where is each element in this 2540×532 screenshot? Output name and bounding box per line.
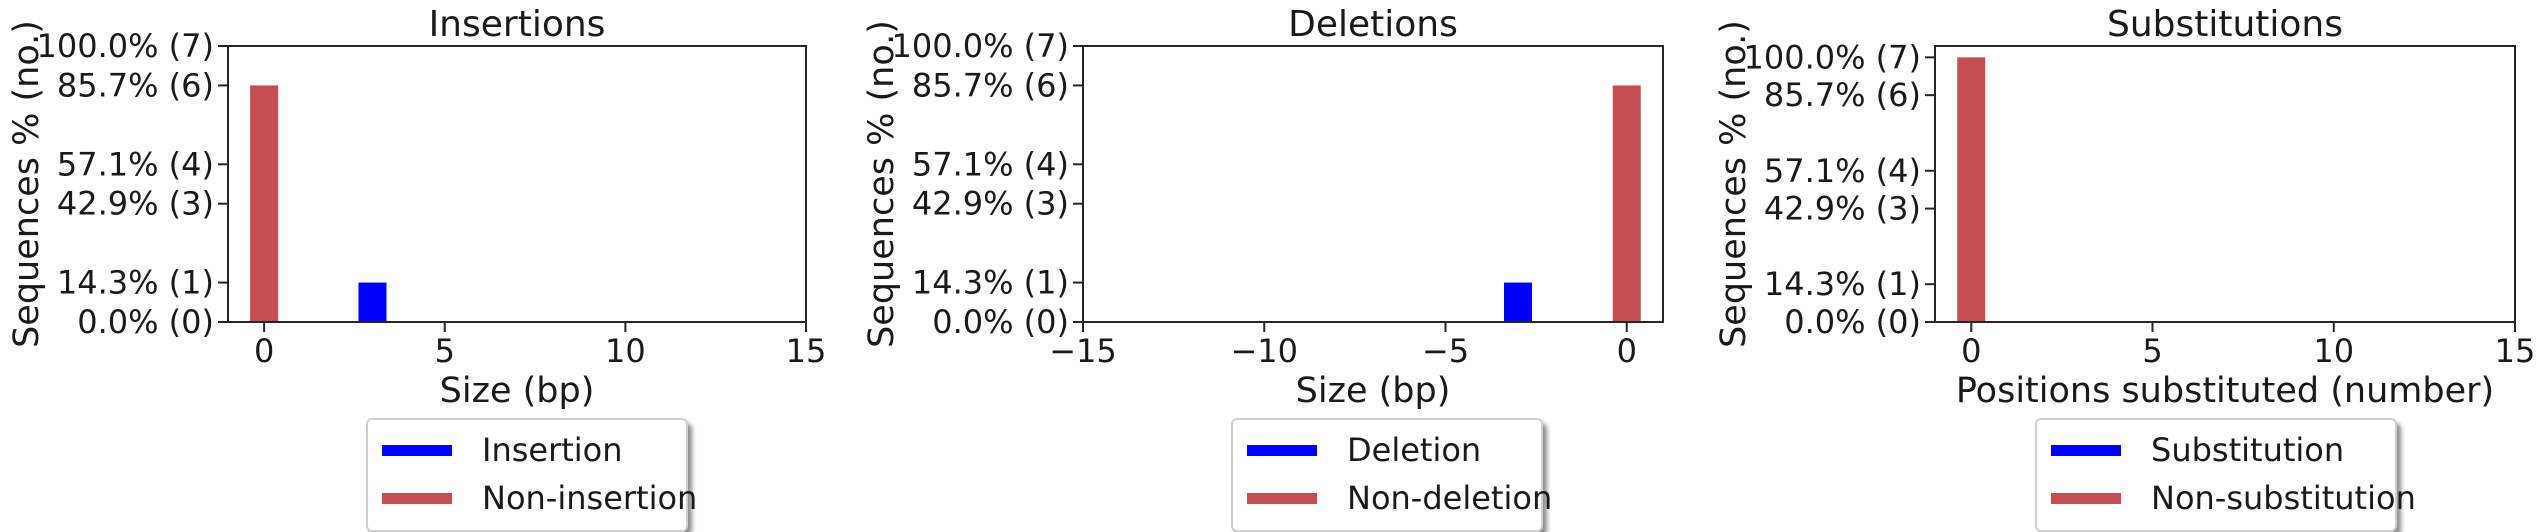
x-axis-label: Size (bp)	[1296, 371, 1451, 411]
legend-item: Non-insertion	[382, 474, 697, 522]
x-axis-label: Positions substituted (number)	[1956, 371, 2494, 411]
legend-label: Non-deletion	[1347, 479, 1553, 517]
plot-frame-deletions	[1082, 45, 1664, 323]
y-axis-label: Sequences % (no.)	[7, 20, 47, 348]
legend-swatch-other	[382, 492, 452, 504]
x-tick-label: 0	[254, 332, 274, 370]
legend-label: Insertion	[482, 431, 623, 469]
legend-label: Non-substitution	[2151, 479, 2416, 517]
y-tick-label: 42.9% (3)	[57, 185, 214, 223]
x-tick-label: −10	[1230, 332, 1298, 370]
y-tick-label: 100.0% (7)	[1743, 38, 1921, 76]
legend-label: Deletion	[1347, 431, 1482, 469]
y-axis-label: Sequences % (no.)	[862, 20, 902, 348]
legend-item: Deletion	[1247, 426, 1527, 474]
legend-swatch-highlight	[2051, 444, 2121, 456]
chart-title: Insertions	[429, 4, 606, 45]
x-tick-label: 10	[2313, 332, 2354, 370]
x-tick-label: −15	[1049, 332, 1117, 370]
legend-swatch-highlight	[1247, 444, 1317, 456]
legend-swatch-highlight	[382, 444, 452, 456]
x-tick-label: 5	[2142, 332, 2162, 370]
y-tick-label: 85.7% (6)	[1764, 76, 1921, 114]
y-tick-label: 57.1% (4)	[57, 145, 214, 183]
chart-title: Substitutions	[2107, 4, 2343, 45]
x-tick-label: 0	[1961, 332, 1981, 370]
y-axis-label: Sequences % (no.)	[1714, 20, 1754, 348]
x-tick-label: 10	[605, 332, 646, 370]
y-tick-label: 100.0% (7)	[891, 27, 1069, 65]
y-tick-label: 14.3% (1)	[912, 264, 1069, 302]
y-tick-label: 0.0% (0)	[1784, 303, 1921, 341]
legend-item: Non-substitution	[2051, 474, 2416, 522]
y-tick-label: 0.0% (0)	[932, 303, 1069, 341]
x-tick-label: 15	[786, 332, 827, 370]
x-tick-label: 5	[435, 332, 455, 370]
y-tick-label: 42.9% (3)	[912, 185, 1069, 223]
plot-frame-substitutions	[1934, 45, 2516, 323]
y-tick-label: 85.7% (6)	[912, 66, 1069, 104]
bar-non-substitution	[1957, 57, 1986, 322]
x-tick-label: 15	[2495, 332, 2536, 370]
legend-label: Non-insertion	[482, 479, 698, 517]
chart-title: Deletions	[1288, 4, 1458, 45]
y-tick-label: 85.7% (6)	[57, 66, 214, 104]
x-tick-label: 0	[1617, 332, 1637, 370]
y-tick-label: 57.1% (4)	[1764, 152, 1921, 190]
plot-frame-insertions	[227, 45, 807, 323]
legend-item: Non-deletion	[1247, 474, 1552, 522]
legend-insertions: Insertion Non-insertion	[366, 418, 697, 532]
y-tick-label: 100.0% (7)	[36, 27, 214, 65]
legend-swatch-other	[1247, 492, 1317, 504]
legend-label: Substitution	[2151, 431, 2345, 469]
legend-deletions: Deletion Non-deletion	[1231, 418, 1552, 532]
legend-item: Insertion	[382, 426, 672, 474]
bar-deletion	[1504, 282, 1532, 322]
legend-swatch-other	[2051, 492, 2121, 504]
y-tick-label: 14.3% (1)	[57, 264, 214, 302]
bar-insertion	[358, 282, 387, 322]
bar-non-deletion	[1612, 85, 1641, 322]
x-axis-label: Size (bp)	[440, 371, 595, 411]
y-tick-label: 0.0% (0)	[77, 303, 214, 341]
legend-item: Substitution	[2051, 426, 2381, 474]
legend-substitutions: Substitution Non-substitution	[2035, 418, 2416, 532]
y-tick-label: 42.9% (3)	[1764, 190, 1921, 228]
x-tick-label: −5	[1422, 332, 1469, 370]
y-tick-label: 57.1% (4)	[912, 145, 1069, 183]
y-tick-label: 14.3% (1)	[1764, 265, 1921, 303]
bar-non-insertion	[250, 85, 279, 322]
